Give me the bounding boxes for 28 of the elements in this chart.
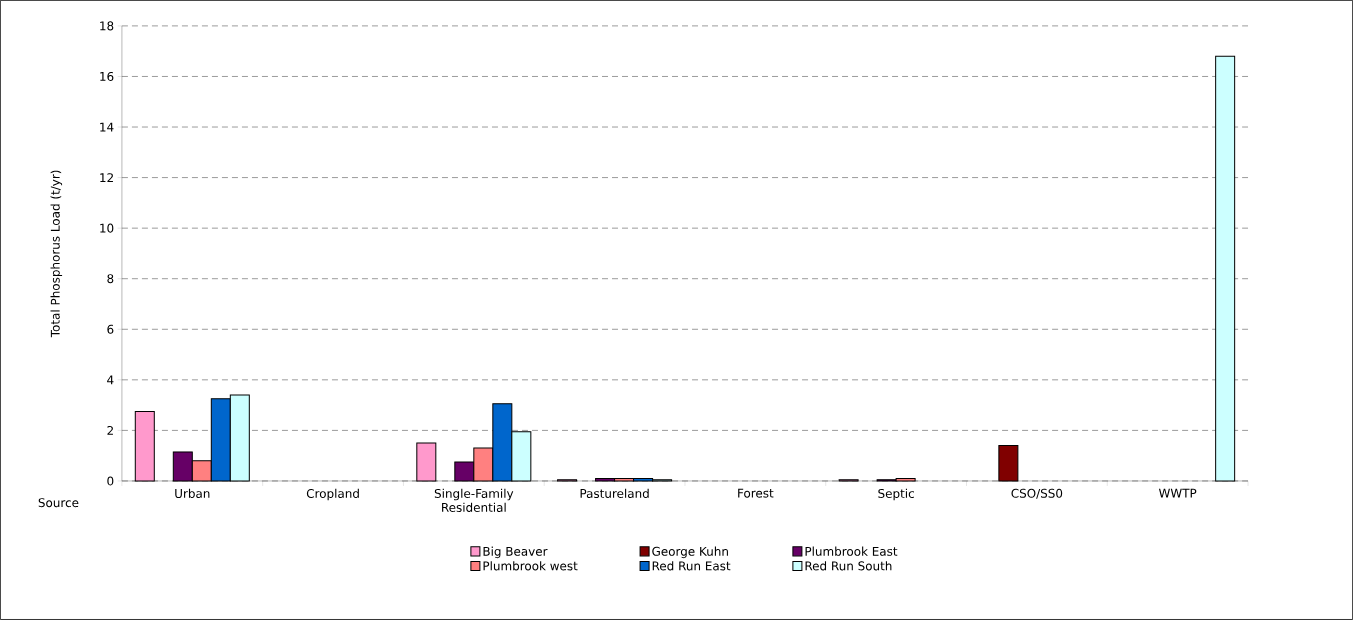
- x-tick-label: Cropland: [306, 488, 359, 501]
- x-tick-label: CSO/SS0: [1011, 488, 1063, 499]
- legend-label: George Kuhn: [652, 546, 728, 559]
- legend-label: Red Run East: [652, 561, 731, 571]
- y-tick-label: 0: [107, 476, 114, 486]
- legend-label: Plumbrook west: [483, 561, 578, 571]
- y-tick-label: 4: [107, 375, 114, 385]
- y-tick-label: 2: [107, 426, 113, 435]
- y-tick-label: 10: [100, 223, 114, 233]
- legend-label: Red Run South: [805, 561, 892, 571]
- y-tick-label: 18: [100, 21, 114, 31]
- legend-label: Big Beaver: [483, 546, 548, 559]
- x-tick-label: Pastureland: [580, 488, 649, 499]
- x-tick-label: Single-Family Residential: [434, 488, 514, 512]
- text: Source: [38, 498, 79, 508]
- y-tick-label: 6: [107, 324, 114, 334]
- y-tick-label: 14: [100, 122, 114, 132]
- y-tick-label: 8: [107, 274, 114, 284]
- bar: [416, 442, 437, 482]
- x-tick-label: Urban: [175, 488, 210, 499]
- y-tick-label: 12: [100, 173, 113, 183]
- bar: [998, 445, 1019, 482]
- x-tick-label: Septic: [878, 488, 914, 501]
- x-tick-label: WWTP: [1158, 488, 1197, 498]
- x-tick-label: Forest: [738, 488, 774, 498]
- legend-label: Plumbrook East: [805, 546, 898, 556]
- y-tick-label: 16: [100, 71, 114, 82]
- y-axis-title: Total Phosphorus Load (t/yr): [50, 170, 63, 338]
